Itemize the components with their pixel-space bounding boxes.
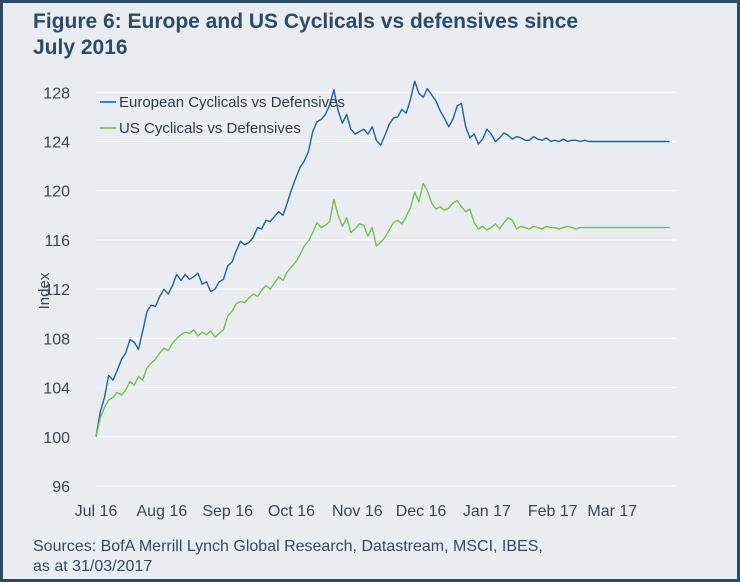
y-axis-ticks: 96 100 104 108 112 116 120 124 128 [43,85,70,496]
chart-title: Figure 6: Europe and US Cyclicals vs def… [33,10,579,59]
legend-label-european: European Cyclicals vs Defensives [119,94,345,111]
y-tick-label: 100 [43,430,70,447]
y-tick-label: 124 [43,135,70,152]
x-tick-label: Dec 16 [396,503,447,520]
y-tick-label: 116 [44,233,70,250]
y-tick-label: 120 [43,184,70,201]
x-tick-label: Oct 16 [268,503,315,520]
european-series-line [95,80,670,437]
x-tick-label: Jan 17 [463,503,511,520]
x-tick-label: Jul 16 [75,503,118,520]
y-tick-label: 104 [43,381,70,398]
gridlines [96,91,676,487]
source-note: Sources: BofA Merrill Lynch Global Resea… [33,538,543,575]
us-series-line [95,182,670,437]
x-tick-label: Sep 16 [202,503,253,520]
x-tick-label: Feb 17 [528,503,578,520]
y-tick-label: 128 [43,85,70,102]
legend-label-us: US Cyclicals vs Defensives [119,120,301,137]
x-tick-label: Aug 16 [137,503,188,520]
legend: European Cyclicals vs Defensives US Cycl… [100,94,345,137]
y-tick-label: 108 [43,331,70,348]
x-tick-label: Mar 17 [587,503,637,520]
y-tick-label: 96 [52,479,70,496]
y-tick-label: 112 [44,282,70,299]
x-axis-ticks: Jul 16 Aug 16 Sep 16 Oct 16 Nov 16 Dec 16 Jan … [75,503,638,520]
y-axis-label: Index [36,272,53,309]
series-lines [95,80,670,437]
x-tick-label: Nov 16 [332,503,383,520]
